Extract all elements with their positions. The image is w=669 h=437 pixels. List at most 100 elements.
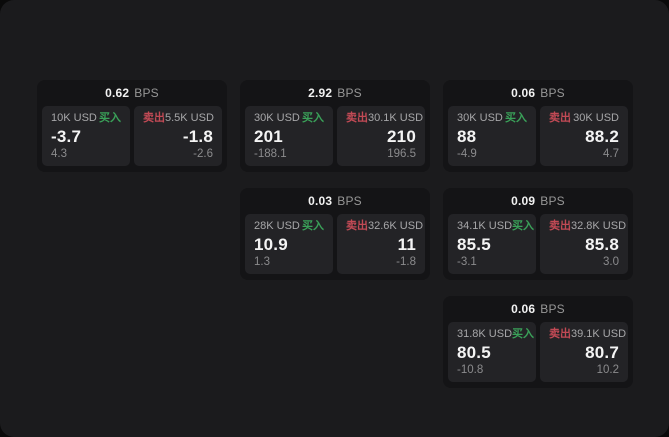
sell-panel[interactable]: 卖出 5.5K USD -1.8 -2.6: [134, 106, 222, 166]
sell-side-label: 卖出: [346, 220, 368, 232]
buy-sell-panels: 30K USD 买入 201 -188.1 卖出 30.1K USD 210 1…: [240, 106, 430, 172]
buy-notional: 30K USD: [254, 112, 300, 124]
buy-panel[interactable]: 30K USD 买入 201 -188.1: [245, 106, 333, 166]
buy-panel[interactable]: 28K USD 买入 10.9 1.3: [245, 214, 333, 274]
sell-delta: 196.5: [387, 147, 416, 160]
bps-value: 0.09: [511, 194, 536, 208]
buy-sell-panels: 28K USD 买入 10.9 1.3 卖出 32.6K USD 11 -1.8: [240, 214, 430, 280]
sell-side-label: 卖出: [143, 112, 165, 124]
buy-price: 85.5: [457, 234, 491, 254]
sell-price: 210: [387, 126, 416, 146]
buy-delta: 4.3: [51, 147, 67, 160]
bps-unit-label: BPS: [337, 86, 362, 100]
bps-value: 0.03: [308, 194, 333, 208]
sell-panel-header: 卖出 32.6K USD: [346, 220, 423, 232]
buy-panel-header: 31.8K USD 买入: [457, 328, 534, 340]
sell-panel-header: 卖出 30K USD: [549, 113, 619, 124]
buy-price: -3.7: [51, 126, 82, 146]
quote-card: 0.06 BPS 30K USD 买入 88 -4.9 卖出 30K USD 8…: [443, 80, 633, 172]
buy-panel[interactable]: 10K USD 买入 -3.7 4.3: [42, 106, 130, 166]
sell-panel[interactable]: 卖出 32.8K USD 85.8 3.0: [540, 214, 628, 274]
buy-panel[interactable]: 34.1K USD 买入 85.5 -3.1: [448, 214, 536, 274]
buy-notional: 30K USD: [457, 112, 503, 124]
sell-price: 11: [397, 234, 416, 254]
card-header: 0.03 BPS: [240, 188, 430, 214]
buy-delta: 1.3: [254, 255, 270, 268]
sell-price: 85.8: [585, 234, 619, 254]
bps-unit-label: BPS: [337, 194, 362, 208]
sell-panel-header: 卖出 5.5K USD: [143, 112, 214, 124]
quote-card: 0.03 BPS 28K USD 买入 10.9 1.3 卖出 32.6K US…: [240, 188, 430, 280]
quote-card: 0.06 BPS 31.8K USD 买入 80.5 -10.8 卖出 39.1…: [443, 296, 633, 388]
card-header: 0.09 BPS: [443, 188, 633, 214]
buy-panel[interactable]: 31.8K USD 买入 80.5 -10.8: [448, 322, 536, 382]
bps-value: 0.62: [105, 86, 130, 100]
buy-notional: 10K USD: [51, 112, 97, 124]
buy-panel-header: 30K USD 买入: [457, 113, 527, 124]
sell-panel[interactable]: 卖出 30K USD 88.2 4.7: [540, 106, 628, 166]
buy-side-label: 买入: [302, 220, 324, 232]
sell-side-label: 卖出: [549, 112, 571, 124]
sell-notional: 32.6K USD: [368, 220, 424, 232]
buy-price: 10.9: [254, 234, 288, 254]
sell-panel[interactable]: 卖出 32.6K USD 11 -1.8: [337, 214, 425, 274]
sell-delta: -1.8: [396, 255, 416, 268]
bps-unit-label: BPS: [540, 302, 565, 316]
buy-side-label: 买入: [99, 112, 121, 124]
buy-delta: -4.9: [457, 147, 477, 160]
card-header: 0.06 BPS: [443, 296, 633, 322]
sell-notional: 32.8K USD: [571, 220, 627, 232]
sell-panel[interactable]: 卖出 39.1K USD 80.7 10.2: [540, 322, 628, 382]
buy-price: 88: [457, 126, 477, 146]
buy-panel-header: 30K USD 买入: [254, 113, 324, 124]
buy-panel-header: 34.1K USD 买入: [457, 220, 534, 232]
sell-delta: 3.0: [603, 255, 619, 268]
card-header: 2.92 BPS: [240, 80, 430, 106]
bps-unit-label: BPS: [540, 86, 565, 100]
sell-notional: 30.1K USD: [368, 112, 424, 124]
sell-price: 80.7: [585, 342, 619, 362]
buy-price: 80.5: [457, 342, 491, 362]
card-header: 0.06 BPS: [443, 80, 633, 106]
buy-sell-panels: 31.8K USD 买入 80.5 -10.8 卖出 39.1K USD 80.…: [443, 322, 633, 388]
sell-delta: -2.6: [193, 147, 213, 160]
sell-panel-header: 卖出 30.1K USD: [346, 112, 423, 124]
buy-sell-panels: 10K USD 买入 -3.7 4.3 卖出 5.5K USD -1.8 -2.…: [37, 106, 227, 172]
buy-side-label: 买入: [512, 220, 535, 232]
buy-delta: -188.1: [254, 147, 287, 160]
sell-panel[interactable]: 卖出 30.1K USD 210 196.5: [337, 106, 425, 166]
buy-panel[interactable]: 30K USD 买入 88 -4.9: [448, 106, 536, 166]
bps-value: 2.92: [308, 86, 333, 100]
sell-notional: 39.1K USD: [571, 328, 627, 340]
bps-value: 0.06: [511, 86, 536, 100]
sell-side-label: 卖出: [549, 220, 571, 232]
quote-card: 0.62 BPS 10K USD 买入 -3.7 4.3 卖出 5.5K USD…: [37, 80, 227, 172]
buy-price: 201: [254, 126, 283, 146]
buy-side-label: 买入: [505, 112, 527, 124]
buy-notional: 31.8K USD: [457, 328, 513, 340]
buy-side-label: 买入: [512, 328, 535, 340]
quote-card: 0.09 BPS 34.1K USD 买入 85.5 -3.1 卖出 32.8K…: [443, 188, 633, 280]
buy-delta: -3.1: [457, 255, 477, 268]
sell-panel-header: 卖出 39.1K USD: [549, 328, 626, 340]
bps-value: 0.06: [511, 302, 536, 316]
buy-panel-header: 28K USD 买入: [254, 221, 324, 232]
sell-panel-header: 卖出 32.8K USD: [549, 220, 626, 232]
buy-notional: 34.1K USD: [457, 220, 513, 232]
buy-sell-panels: 34.1K USD 买入 85.5 -3.1 卖出 32.8K USD 85.8…: [443, 214, 633, 280]
sell-delta: 10.2: [596, 363, 619, 376]
quote-cards-grid: 0.62 BPS 10K USD 买入 -3.7 4.3 卖出 5.5K USD…: [37, 80, 633, 388]
sell-price: 88.2: [585, 126, 619, 146]
card-header: 0.62 BPS: [37, 80, 227, 106]
buy-side-label: 买入: [302, 112, 324, 124]
buy-notional: 28K USD: [254, 220, 300, 232]
sell-delta: 4.7: [603, 147, 619, 160]
sell-side-label: 卖出: [549, 328, 571, 340]
buy-sell-panels: 30K USD 买入 88 -4.9 卖出 30K USD 88.2 4.7: [443, 106, 633, 172]
buy-panel-header: 10K USD 买入: [51, 113, 121, 124]
bps-unit-label: BPS: [134, 86, 159, 100]
sell-side-label: 卖出: [346, 112, 368, 124]
quote-card: 2.92 BPS 30K USD 买入 201 -188.1 卖出 30.1K …: [240, 80, 430, 172]
sell-notional: 30K USD: [573, 112, 619, 124]
